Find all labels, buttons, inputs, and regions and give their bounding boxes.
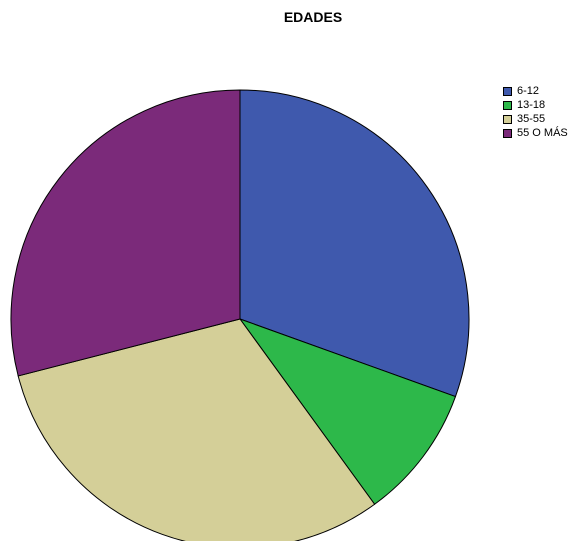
legend-item: 13-18 [503,98,568,112]
legend-item: 55 O MÁS [503,126,568,140]
chart-legend: 6-12 13-18 35-55 55 O MÁS [503,84,568,140]
legend-swatch [503,128,512,138]
chart-title: EDADES [283,9,343,25]
legend-item: 35-55 [503,112,568,126]
legend-item: 6-12 [503,84,568,98]
legend-label: 6-12 [517,85,540,97]
legend-label: 55 O MÁS [517,127,568,139]
legend-label: 13-18 [517,99,546,111]
legend-swatch [503,86,512,96]
legend-label: 35-55 [517,113,546,125]
pie-slice-6-12 [239,89,470,398]
pie-slice-55-o-m-s [10,89,241,377]
legend-swatch [503,100,512,110]
pie-slice-13-18 [238,317,457,505]
pie-slice-35-55 [17,318,376,541]
legend-swatch [503,114,512,124]
